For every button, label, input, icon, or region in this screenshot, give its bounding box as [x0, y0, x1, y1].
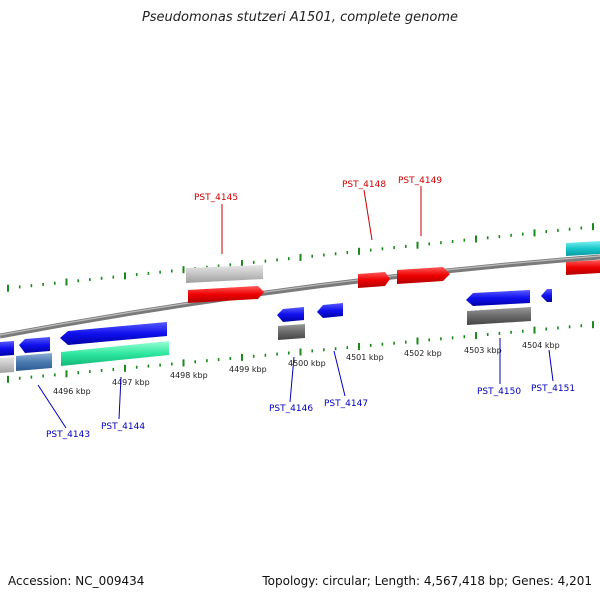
- map-title: Pseudomonas stutzeri A1501, complete gen…: [141, 10, 459, 25]
- upper-tick-row: [7, 223, 594, 292]
- gene-feature[interactable]: [60, 322, 167, 345]
- lower-tick-row: [7, 321, 594, 383]
- genome-backbone-highlight: [0, 255, 600, 336]
- reverse-gene-labels: PST_4143 PST_4144 PST_4146 PST_4147 PST_…: [46, 384, 575, 440]
- tick-label: 4501 kbp: [346, 353, 384, 362]
- gene-feature[interactable]: [397, 267, 450, 284]
- tick-label: 4498 kbp: [170, 371, 208, 380]
- gene-label[interactable]: PST_4149: [398, 176, 442, 186]
- tick-label: 4497 kbp: [112, 378, 150, 387]
- gene-feature[interactable]: [0, 357, 14, 373]
- gene-feature[interactable]: [317, 303, 343, 318]
- gene-feature[interactable]: [19, 337, 50, 353]
- gene-feature[interactable]: [566, 260, 600, 275]
- label-connectors: [37, 186, 554, 429]
- scale-labels: 4496 kbp 4497 kbp 4498 kbp 4499 kbp 4500…: [53, 341, 560, 396]
- gene-feature[interactable]: [467, 307, 531, 325]
- gene-feature[interactable]: [16, 353, 52, 371]
- gene-label[interactable]: PST_4145: [194, 193, 238, 203]
- gene-label[interactable]: PST_4147: [324, 399, 368, 409]
- gene-feature[interactable]: [188, 286, 264, 303]
- gene-feature[interactable]: [61, 341, 169, 366]
- gene-label[interactable]: PST_4146: [269, 404, 313, 414]
- gene-feature[interactable]: [278, 324, 305, 340]
- genome-summary-text: Topology: circular; Length: 4,567,418 bp…: [262, 574, 592, 588]
- reverse-genes: [0, 289, 552, 373]
- gene-feature[interactable]: [566, 241, 600, 256]
- gene-feature[interactable]: [541, 289, 552, 302]
- accession-text: Accession: NC_009434: [8, 574, 145, 588]
- gene-feature[interactable]: [358, 272, 390, 288]
- genome-backbone: [0, 254, 600, 339]
- gene-label[interactable]: PST_4151: [531, 384, 575, 394]
- tick-label: 4496 kbp: [53, 387, 91, 396]
- tick-label: 4502 kbp: [404, 349, 442, 358]
- gene-feature[interactable]: [466, 290, 530, 306]
- tick-label: 4504 kbp: [522, 341, 560, 350]
- forward-gene-labels: PST_4145 PST_4148 PST_4149: [194, 176, 442, 203]
- gene-label[interactable]: PST_4150: [477, 387, 521, 397]
- tick-label: 4500 kbp: [288, 359, 326, 368]
- tick-label: 4499 kbp: [229, 365, 267, 374]
- gene-label[interactable]: PST_4144: [101, 422, 145, 432]
- gene-feature[interactable]: [0, 341, 14, 356]
- tick-label: 4503 kbp: [464, 346, 502, 355]
- forward-genes: [186, 241, 600, 303]
- gene-feature[interactable]: [277, 307, 304, 322]
- gene-label[interactable]: PST_4148: [342, 180, 386, 190]
- gene-feature[interactable]: [186, 265, 263, 283]
- gene-label[interactable]: PST_4143: [46, 430, 90, 440]
